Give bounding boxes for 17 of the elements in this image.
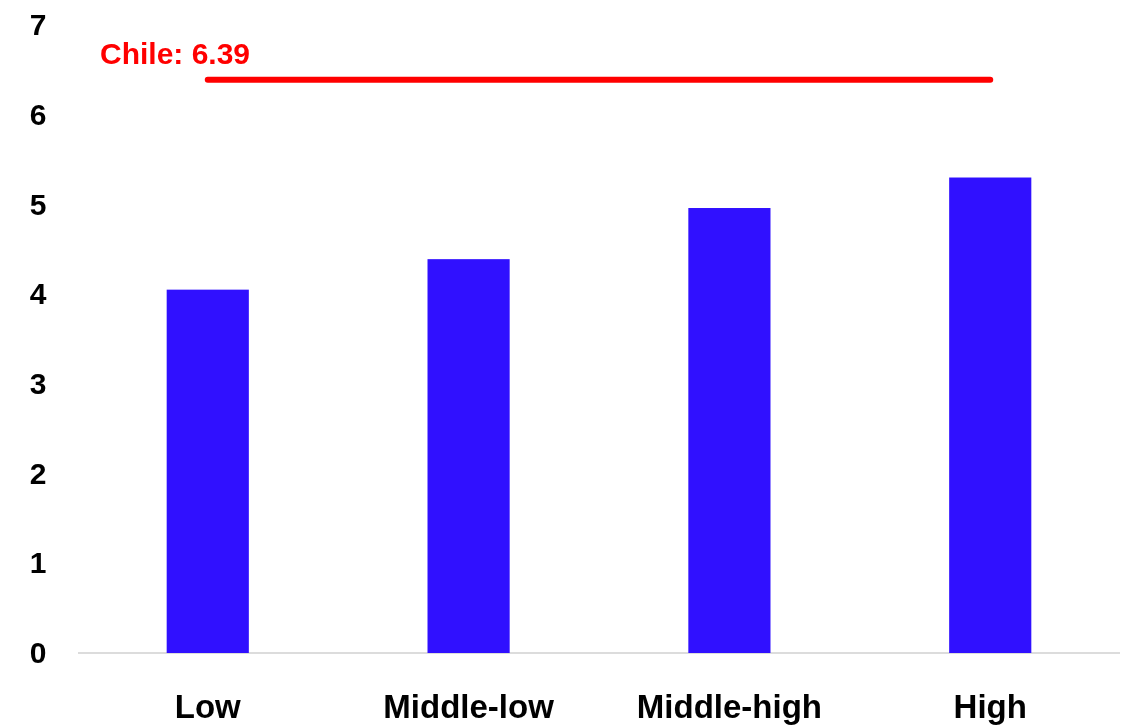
- ref-line-label: Chile: 6.39: [100, 36, 251, 70]
- x-tick-label: Middle-high: [636, 688, 822, 726]
- bar: [688, 208, 771, 653]
- y-tick-label: 3: [29, 366, 47, 400]
- bar: [427, 259, 510, 653]
- y-tick-label: 6: [29, 97, 47, 131]
- y-tick-label: 1: [29, 546, 47, 580]
- bar: [166, 289, 249, 653]
- x-tick-label: Middle-low: [383, 688, 555, 726]
- y-tick-label: 4: [29, 277, 47, 311]
- y-tick-label: 7: [29, 8, 47, 42]
- x-tick-label: High: [953, 688, 1027, 726]
- x-tick-label: Low: [174, 688, 242, 726]
- y-tick-label: 2: [29, 456, 47, 490]
- y-tick-label: 0: [29, 636, 47, 670]
- y-tick-label: 5: [29, 187, 47, 221]
- bar: [949, 177, 1032, 653]
